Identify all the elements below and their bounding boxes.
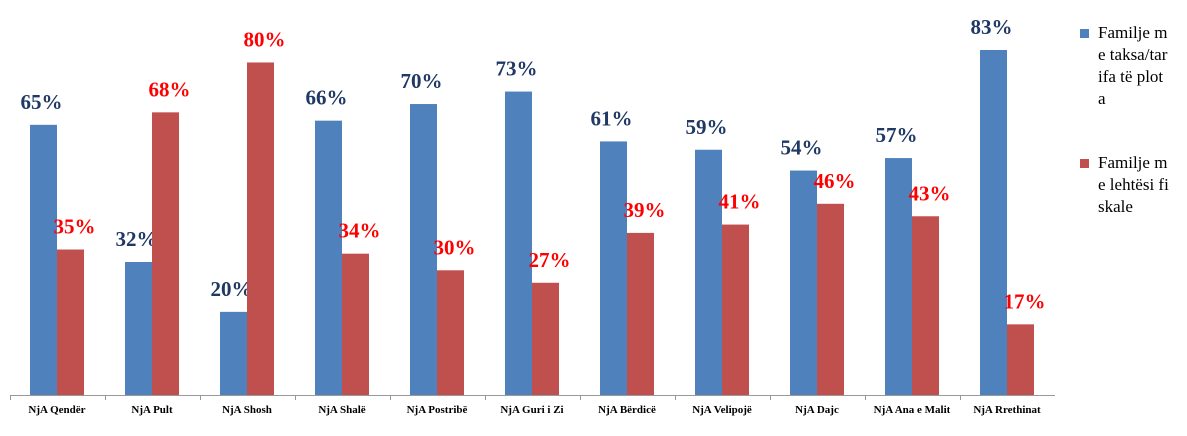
bar: [790, 170, 817, 395]
legend-label: Familje me taksa/tarifa të plota: [1098, 23, 1168, 108]
x-tick-label: NjA Shalë: [318, 404, 366, 416]
x-tick-label: NjA Qendër: [28, 404, 86, 416]
value-label: 73%: [496, 57, 538, 81]
bar: [505, 91, 532, 396]
bar: [695, 149, 722, 395]
value-label: 39%: [624, 198, 666, 222]
value-label: 32%: [116, 227, 158, 251]
bar: [152, 112, 179, 395]
value-label: 66%: [306, 86, 348, 110]
bar: [722, 224, 749, 395]
bar: [410, 104, 437, 396]
value-label: 20%: [211, 277, 253, 301]
x-tick-label: NjA Bërdicë: [598, 404, 656, 416]
bar: [247, 62, 274, 395]
x-tick-label: NjA Dajc: [795, 404, 839, 416]
x-tick-label: NjA Rrethinat: [973, 404, 1041, 416]
bar: [30, 124, 57, 395]
bar: [532, 282, 559, 395]
legend-label: Familje me lehtësi fiskale: [1098, 153, 1169, 216]
bar: [57, 249, 84, 395]
bar: [980, 50, 1007, 395]
value-label: 35%: [54, 215, 96, 239]
bar: [315, 120, 342, 395]
value-label: 57%: [876, 123, 918, 147]
bar: [342, 253, 369, 395]
value-label: 83%: [971, 15, 1013, 39]
x-tick-label: NjA Pult: [131, 404, 173, 416]
x-tick-label: NjA Ana e Malit: [873, 404, 951, 416]
value-label: 54%: [781, 136, 823, 160]
bar: [220, 311, 247, 395]
x-tick-label: NjA Postribë: [406, 404, 468, 416]
x-tick-label: NjA Guri i Zi: [500, 404, 564, 416]
bar: [125, 261, 152, 395]
x-tick-label: NjA Velipojë: [692, 404, 752, 416]
legend-swatch: [1080, 29, 1089, 38]
value-label: 65%: [21, 90, 63, 114]
value-label: 41%: [719, 190, 761, 214]
bar: [1007, 324, 1034, 395]
bar: [885, 158, 912, 395]
value-label: 34%: [339, 219, 381, 243]
value-label: 80%: [244, 27, 286, 51]
bar: [912, 216, 939, 395]
bar: [437, 270, 464, 395]
value-label: 27%: [529, 248, 571, 272]
value-label: 43%: [909, 181, 951, 205]
value-label: 30%: [434, 235, 476, 259]
bar: [600, 141, 627, 395]
value-label: 70%: [401, 69, 443, 93]
bar: [817, 203, 844, 395]
value-label: 59%: [686, 115, 728, 139]
value-label: 17%: [1004, 289, 1046, 313]
x-tick-label: NjA Shosh: [222, 404, 272, 416]
value-label: 68%: [149, 77, 191, 101]
legend-swatch: [1080, 159, 1089, 168]
value-label: 46%: [814, 169, 856, 193]
value-label: 61%: [591, 106, 633, 130]
bar: [627, 232, 654, 395]
